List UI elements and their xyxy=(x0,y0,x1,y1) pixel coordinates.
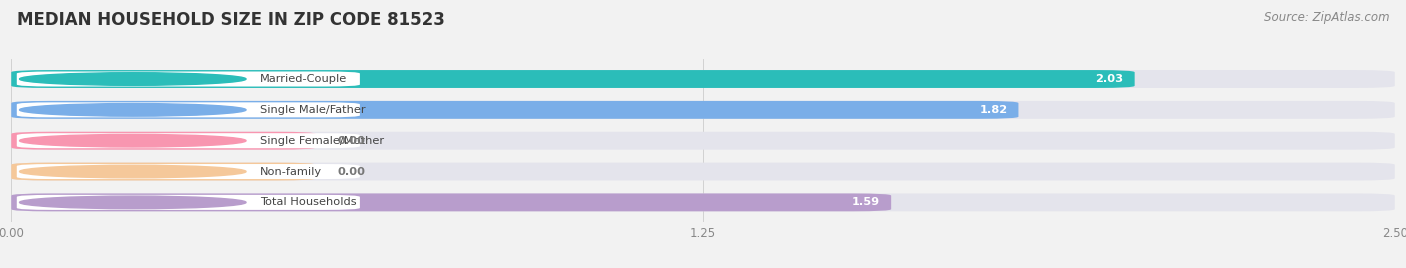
FancyBboxPatch shape xyxy=(11,193,891,211)
FancyBboxPatch shape xyxy=(11,163,1395,180)
Circle shape xyxy=(20,165,246,178)
Text: Married-Couple: Married-Couple xyxy=(260,74,347,84)
FancyBboxPatch shape xyxy=(11,101,1395,119)
FancyBboxPatch shape xyxy=(11,193,1395,211)
Text: Source: ZipAtlas.com: Source: ZipAtlas.com xyxy=(1264,11,1389,24)
Text: Single Female/Mother: Single Female/Mother xyxy=(260,136,384,146)
FancyBboxPatch shape xyxy=(11,132,315,150)
FancyBboxPatch shape xyxy=(11,101,1018,119)
Circle shape xyxy=(20,134,246,147)
FancyBboxPatch shape xyxy=(11,132,1395,150)
FancyBboxPatch shape xyxy=(17,133,360,148)
Text: 1.59: 1.59 xyxy=(852,198,880,207)
FancyBboxPatch shape xyxy=(11,163,315,180)
Circle shape xyxy=(20,196,246,209)
Text: 1.82: 1.82 xyxy=(979,105,1007,115)
Text: MEDIAN HOUSEHOLD SIZE IN ZIP CODE 81523: MEDIAN HOUSEHOLD SIZE IN ZIP CODE 81523 xyxy=(17,11,444,29)
Text: Total Households: Total Households xyxy=(260,198,357,207)
Circle shape xyxy=(20,103,246,116)
Circle shape xyxy=(20,73,246,85)
Text: 0.00: 0.00 xyxy=(337,136,366,146)
FancyBboxPatch shape xyxy=(11,70,1135,88)
FancyBboxPatch shape xyxy=(17,102,360,117)
FancyBboxPatch shape xyxy=(17,195,360,210)
FancyBboxPatch shape xyxy=(11,70,1395,88)
FancyBboxPatch shape xyxy=(17,164,360,179)
Text: Non-family: Non-family xyxy=(260,166,322,177)
Text: 0.00: 0.00 xyxy=(337,166,366,177)
FancyBboxPatch shape xyxy=(17,72,360,87)
Text: Single Male/Father: Single Male/Father xyxy=(260,105,366,115)
Text: 2.03: 2.03 xyxy=(1095,74,1123,84)
